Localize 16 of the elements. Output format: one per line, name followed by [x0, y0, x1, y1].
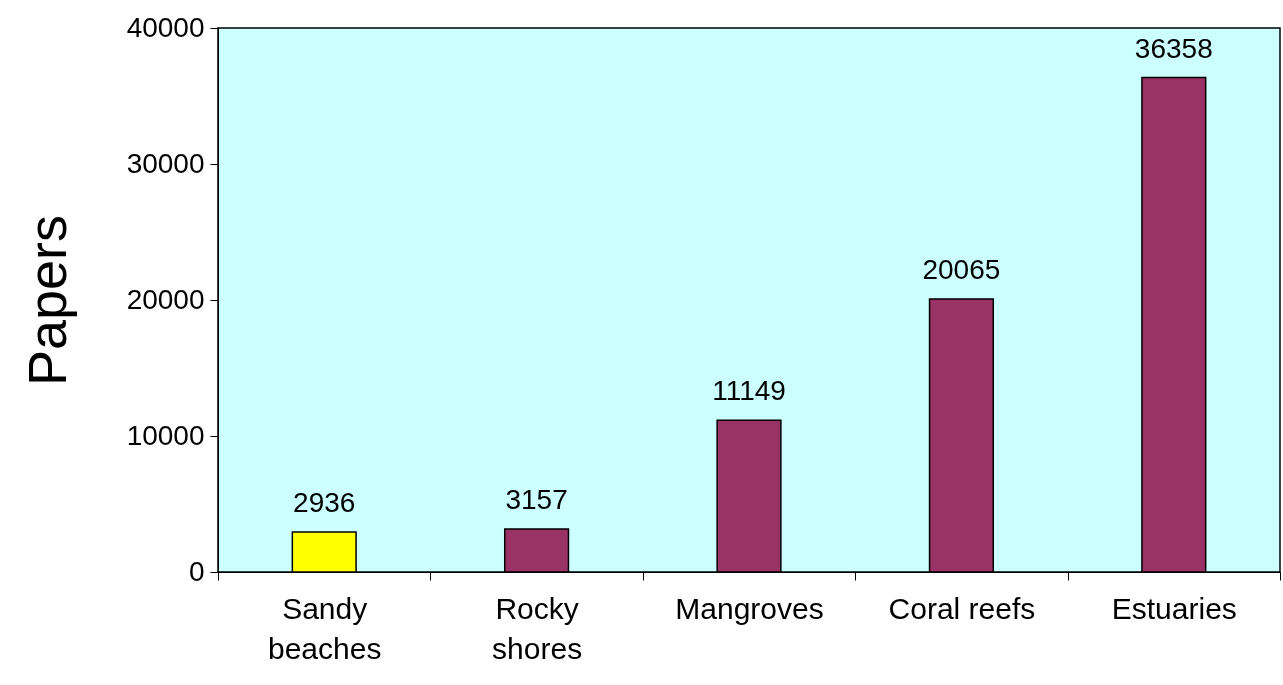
x-tick-label: Sandy beaches: [267, 591, 382, 665]
y-tick-label: 0: [188, 555, 205, 587]
y-tick-label: 10000: [126, 419, 205, 451]
data-label: 36358: [1134, 32, 1213, 64]
x-tick-label: Coral reefs: [888, 591, 1036, 625]
x-tick-label: Rocky shores: [492, 591, 583, 665]
data-label: 2936: [293, 487, 356, 519]
y-axis-title: Papers: [16, 214, 77, 387]
data-label: 20065: [922, 254, 1001, 286]
y-tick-label: 20000: [126, 283, 205, 315]
data-label: 11149: [712, 375, 786, 407]
x-tick-label: Mangroves: [675, 591, 824, 625]
data-label: 3157: [505, 484, 568, 516]
x-tick-label: Estuaries: [1111, 591, 1237, 625]
y-tick-label: 30000: [126, 147, 205, 179]
y-tick-label: 40000: [126, 11, 205, 43]
